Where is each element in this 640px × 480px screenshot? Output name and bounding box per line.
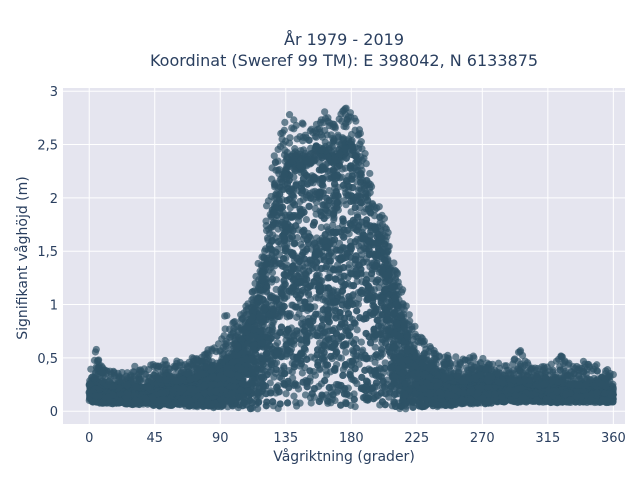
data-point [302, 215, 311, 224]
data-points [85, 104, 617, 413]
data-point [312, 198, 321, 206]
data-point [290, 392, 298, 400]
data-point [273, 339, 282, 347]
data-point [282, 390, 290, 398]
data-point [298, 369, 306, 377]
data-point [296, 197, 304, 206]
data-point [311, 204, 319, 213]
data-point [301, 391, 310, 399]
data-point [317, 223, 325, 232]
data-point [307, 399, 315, 407]
data-point [325, 187, 333, 195]
data-point [341, 164, 349, 172]
data-point [306, 295, 315, 303]
data-point [357, 338, 366, 346]
data-point [329, 221, 337, 229]
